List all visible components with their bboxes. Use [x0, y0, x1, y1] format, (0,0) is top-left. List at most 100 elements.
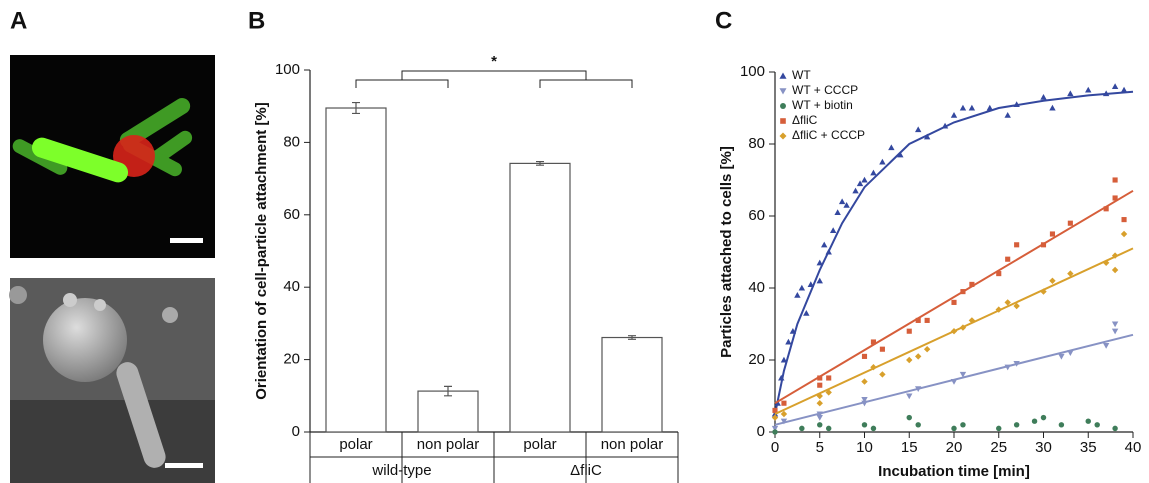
- point: [995, 306, 1002, 313]
- point: [852, 187, 859, 194]
- bracket: [355, 70, 633, 88]
- point: [1120, 230, 1128, 238]
- point: [888, 144, 895, 151]
- point: [772, 407, 778, 413]
- error-bar: [536, 160, 544, 166]
- point: [915, 422, 921, 428]
- point: [817, 422, 823, 428]
- point: [1112, 425, 1118, 432]
- y-tick-label: 40: [748, 279, 765, 296]
- point: [879, 371, 886, 378]
- y-tick-label: 60: [748, 207, 765, 224]
- point: [1085, 86, 1092, 93]
- point: [861, 353, 868, 359]
- point: [861, 422, 868, 428]
- x-tick-label: 0: [771, 439, 779, 456]
- point: [950, 112, 958, 118]
- y-axis-label: Particles attached to cells [%]: [718, 146, 735, 358]
- point: [1111, 83, 1119, 89]
- point: [825, 425, 832, 432]
- point: [1013, 101, 1020, 107]
- point: [861, 176, 868, 183]
- point: [951, 425, 957, 432]
- point: [906, 414, 912, 421]
- bar: [417, 390, 479, 433]
- point: [798, 284, 806, 291]
- x-tick-label: 10: [856, 439, 873, 456]
- y-tick-label: 20: [748, 351, 765, 368]
- panel-label: C: [715, 7, 732, 34]
- legend-marker: [780, 118, 786, 124]
- point: [778, 374, 785, 381]
- fit-line: [774, 189, 1134, 405]
- point: [838, 198, 846, 205]
- point: [781, 400, 787, 406]
- bar: [509, 162, 571, 433]
- point: [960, 289, 966, 295]
- point: [825, 248, 832, 255]
- point: [1103, 206, 1109, 212]
- point: [986, 104, 993, 111]
- point: [1049, 104, 1056, 111]
- point: [826, 375, 832, 381]
- legend-marker: [779, 88, 787, 95]
- point: [816, 411, 823, 418]
- point: [1102, 259, 1110, 266]
- error-bar: [352, 101, 360, 115]
- point: [807, 281, 814, 287]
- sem-image: [9, 278, 215, 483]
- x-tick-label: 30: [1035, 439, 1052, 456]
- point: [870, 339, 877, 345]
- error-bar: [628, 335, 636, 340]
- legend-label: WT + CCCP: [792, 83, 858, 97]
- point: [817, 375, 823, 381]
- point: [879, 346, 885, 352]
- point: [906, 356, 913, 364]
- point: [1040, 288, 1047, 295]
- point: [1031, 418, 1038, 424]
- y-axis-label: Orientation of cell-particle attachment …: [253, 102, 270, 400]
- point: [774, 400, 781, 406]
- point: [1085, 418, 1091, 424]
- point: [816, 259, 823, 266]
- legend-marker: [780, 103, 786, 109]
- point: [906, 328, 912, 334]
- point: [870, 169, 877, 176]
- point: [1111, 266, 1119, 274]
- group-label: wild-type: [371, 462, 431, 479]
- point: [785, 338, 792, 345]
- point: [1112, 195, 1118, 201]
- point: [879, 158, 886, 165]
- bar: [325, 107, 387, 433]
- legend-label: ΔfliC + CCCP: [792, 128, 865, 142]
- point: [856, 180, 864, 187]
- point: [923, 346, 931, 353]
- point: [1111, 328, 1119, 335]
- point: [1049, 231, 1056, 237]
- point: [960, 422, 966, 428]
- point: [959, 371, 967, 378]
- legend-marker: [779, 132, 787, 140]
- point: [1058, 422, 1065, 428]
- point: [1014, 242, 1020, 248]
- point: [968, 104, 976, 111]
- point: [1067, 350, 1074, 356]
- point: [780, 418, 788, 425]
- y-tick-label: 20: [283, 351, 300, 368]
- y-tick-label: 80: [748, 135, 765, 152]
- point: [794, 292, 801, 298]
- point: [1005, 256, 1011, 262]
- point: [915, 353, 922, 360]
- point: [1040, 414, 1047, 421]
- point: [897, 151, 904, 158]
- x-tick-label: non polar: [601, 436, 664, 453]
- point: [1067, 220, 1073, 226]
- panel-label: A: [10, 7, 27, 34]
- y-tick-label: 100: [275, 61, 300, 78]
- point: [951, 299, 957, 305]
- point: [969, 281, 975, 287]
- point: [780, 356, 788, 363]
- point: [915, 317, 921, 323]
- point: [861, 378, 868, 385]
- point: [923, 133, 931, 140]
